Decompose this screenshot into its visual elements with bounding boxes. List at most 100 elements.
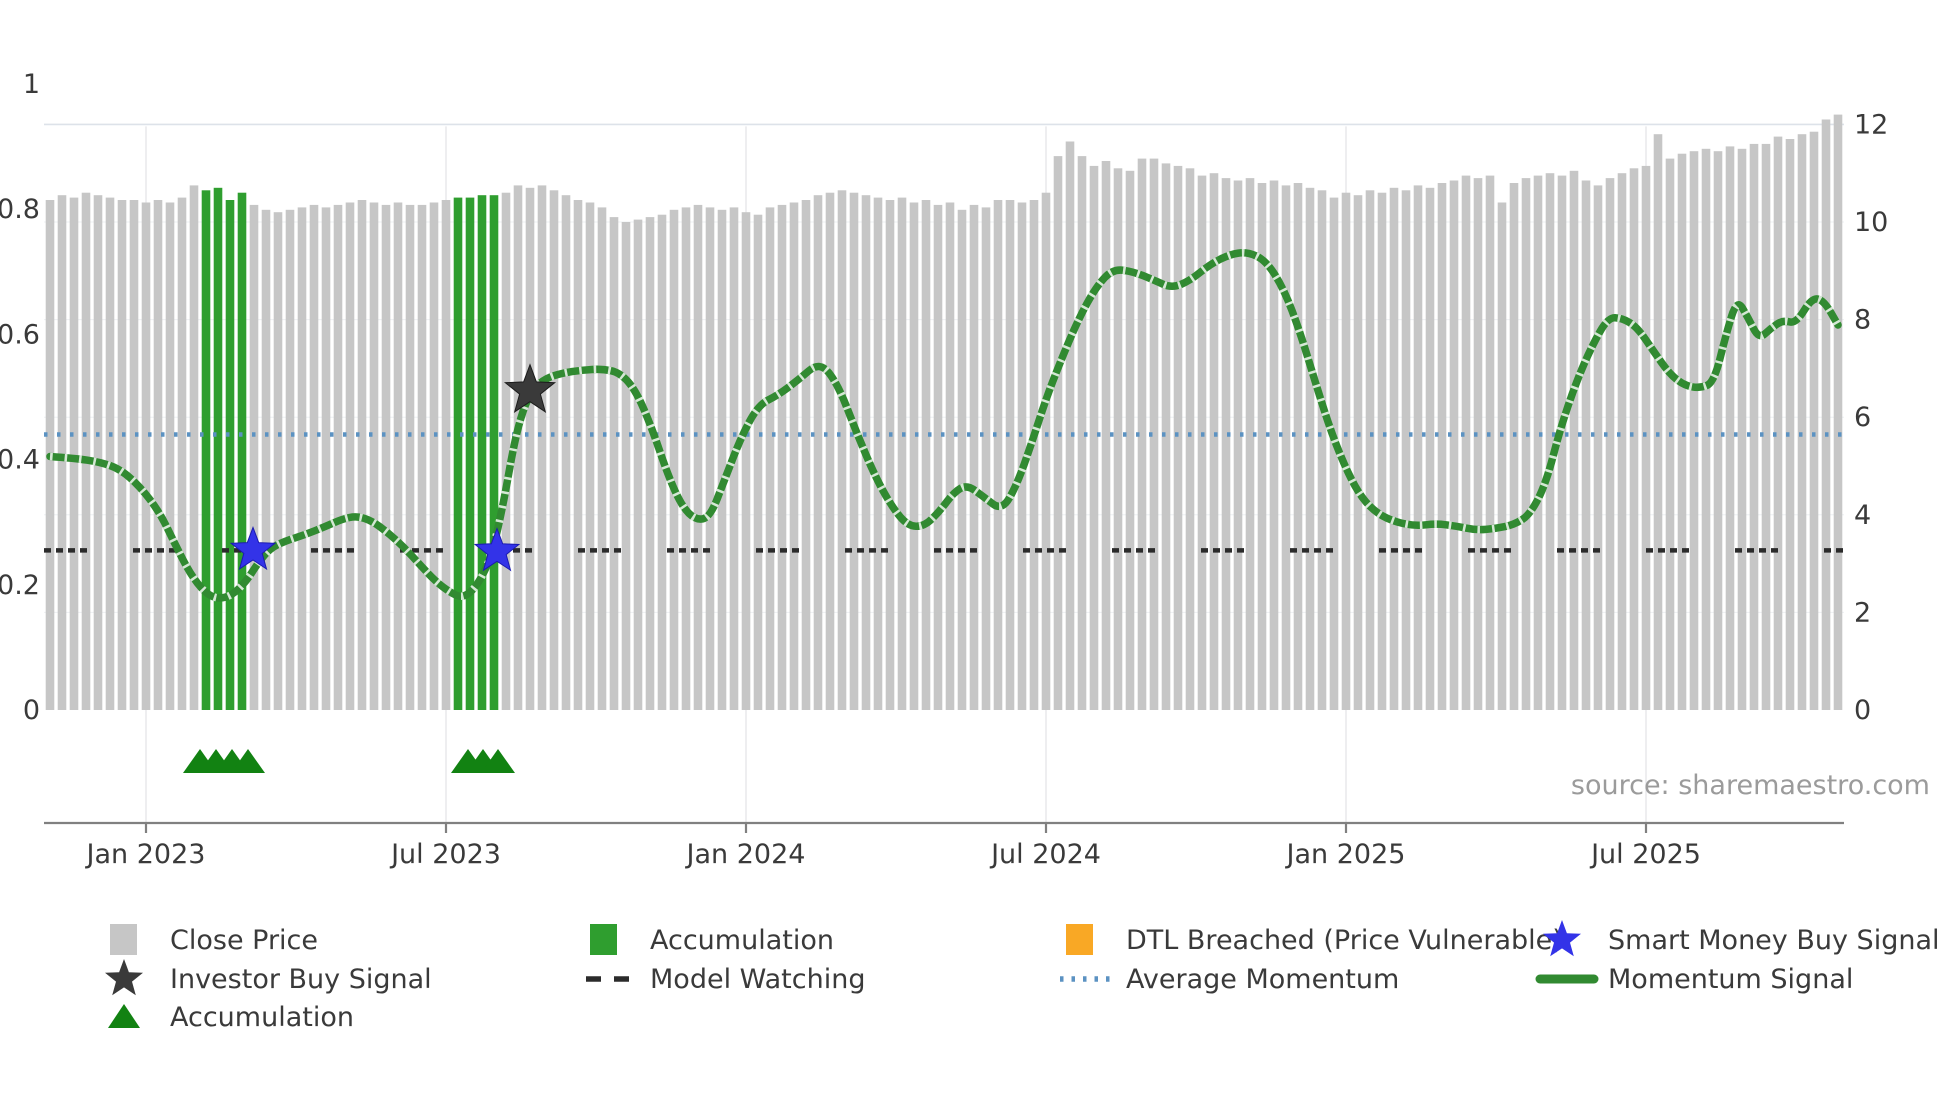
close-price-bar — [1173, 165, 1183, 710]
left-axis-label: 0.4 — [0, 445, 40, 476]
close-price-bar — [249, 204, 259, 710]
accumulation-triangle — [481, 749, 515, 773]
x-tick-label: Jan 2025 — [1285, 839, 1406, 870]
close-price-bar — [117, 200, 127, 710]
close-price-bar — [177, 197, 187, 711]
close-price-bar — [1605, 178, 1615, 711]
accumulation-bar — [237, 192, 247, 710]
close-price-bar — [1149, 158, 1159, 711]
source-credit: source: sharemaestro.com — [1571, 770, 1930, 801]
legend-swatch-square — [590, 924, 617, 955]
close-price-bar — [165, 202, 175, 710]
close-price-bar — [1473, 178, 1483, 711]
close-price-bar — [1185, 168, 1195, 711]
right-axis-label: 2 — [1854, 597, 1871, 628]
legend-swatch-square — [110, 924, 137, 955]
close-price-bar — [837, 190, 847, 711]
close-price-bar — [681, 207, 691, 710]
close-price-bar — [1449, 180, 1459, 710]
left-axis-label: 1 — [23, 69, 40, 100]
close-price-bar — [801, 200, 811, 710]
close-price-bar — [105, 197, 115, 711]
close-price-bar — [609, 217, 619, 710]
close-price-bar — [789, 202, 799, 710]
close-price-bar — [1137, 158, 1147, 711]
close-price-bar — [417, 204, 427, 710]
close-price-bar — [633, 219, 643, 710]
close-price-bar — [585, 202, 595, 710]
close-price-bar — [957, 209, 967, 711]
close-price-bar — [1809, 131, 1819, 710]
close-price-bar — [1041, 192, 1051, 710]
close-price-bar — [777, 204, 787, 710]
close-price-bar — [753, 214, 763, 710]
close-price-bar — [741, 212, 751, 710]
close-price-bar — [141, 202, 151, 710]
close-price-bar — [897, 197, 907, 711]
close-price-bar — [1797, 134, 1807, 710]
close-price-bar — [261, 209, 271, 711]
close-price-bar — [981, 207, 991, 710]
close-price-bar — [705, 207, 715, 710]
right-axis-label: 6 — [1854, 402, 1871, 433]
accumulation-bar — [465, 197, 475, 711]
x-tick-label: Jan 2024 — [685, 839, 806, 870]
close-price-bar — [1821, 119, 1831, 710]
legend-swatch-star-icon — [1543, 920, 1581, 957]
legend-label: Model Watching — [650, 964, 865, 995]
left-axis-label: 0 — [23, 695, 40, 726]
close-price-bar — [189, 185, 199, 710]
close-price-bar — [1221, 178, 1231, 711]
close-price-bar — [693, 204, 703, 710]
close-price-bar — [1017, 202, 1027, 710]
close-price-bar — [1401, 190, 1411, 711]
close-price-bar — [1545, 173, 1555, 710]
close-price-bar — [273, 212, 283, 710]
close-price-bar — [1737, 148, 1747, 711]
close-price-bar — [1521, 178, 1531, 711]
close-price-bar — [1689, 151, 1699, 710]
close-price-bar — [1269, 180, 1279, 710]
legend-swatch-square — [1066, 924, 1093, 955]
right-axis-label: 0 — [1854, 695, 1871, 726]
right-axis-label: 8 — [1854, 305, 1871, 336]
close-price-bar — [1593, 185, 1603, 710]
close-price-bar — [621, 222, 631, 710]
close-price-bar — [1317, 190, 1327, 711]
close-price-bar — [1281, 185, 1291, 710]
close-price-bar — [1713, 151, 1723, 710]
close-price-bar — [81, 192, 91, 710]
x-tick-label: Jan 2023 — [85, 839, 206, 870]
right-axis-label: 4 — [1854, 500, 1871, 531]
close-price-bar — [1653, 134, 1663, 710]
smart-money-buy-star — [229, 525, 277, 571]
close-price-bar — [1113, 168, 1123, 711]
legend-swatch-triangle-icon — [108, 1004, 140, 1028]
accumulation-triangle — [231, 749, 265, 773]
close-price-bar — [309, 204, 319, 710]
close-price-bar — [69, 197, 79, 711]
close-price-bar — [1569, 170, 1579, 711]
close-price-bar — [285, 209, 295, 711]
legend-label: Accumulation — [170, 1002, 354, 1033]
close-price-bar — [369, 202, 379, 710]
close-price-bar — [1245, 178, 1255, 711]
close-price-bar — [393, 202, 403, 710]
close-price-bar — [405, 204, 415, 710]
close-price-bar — [1125, 170, 1135, 711]
close-price-bar — [525, 187, 535, 711]
accumulation-bar — [213, 187, 223, 711]
legend-label: Accumulation — [650, 925, 834, 956]
close-price-bar — [1089, 165, 1099, 710]
close-price-bar — [297, 207, 307, 710]
left-axis-label: 0.2 — [0, 570, 40, 601]
close-price-bar — [1617, 173, 1627, 710]
close-price-bar — [597, 207, 607, 710]
close-price-bar — [993, 200, 1003, 710]
close-price-bar — [1749, 143, 1759, 710]
close-price-bar — [1209, 173, 1219, 710]
close-price-bar — [969, 204, 979, 710]
close-price-bar — [1497, 202, 1507, 710]
x-tick-label: Jul 2025 — [1589, 839, 1701, 870]
